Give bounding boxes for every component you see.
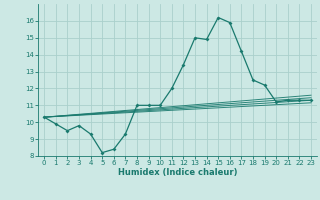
X-axis label: Humidex (Indice chaleur): Humidex (Indice chaleur) (118, 168, 237, 177)
